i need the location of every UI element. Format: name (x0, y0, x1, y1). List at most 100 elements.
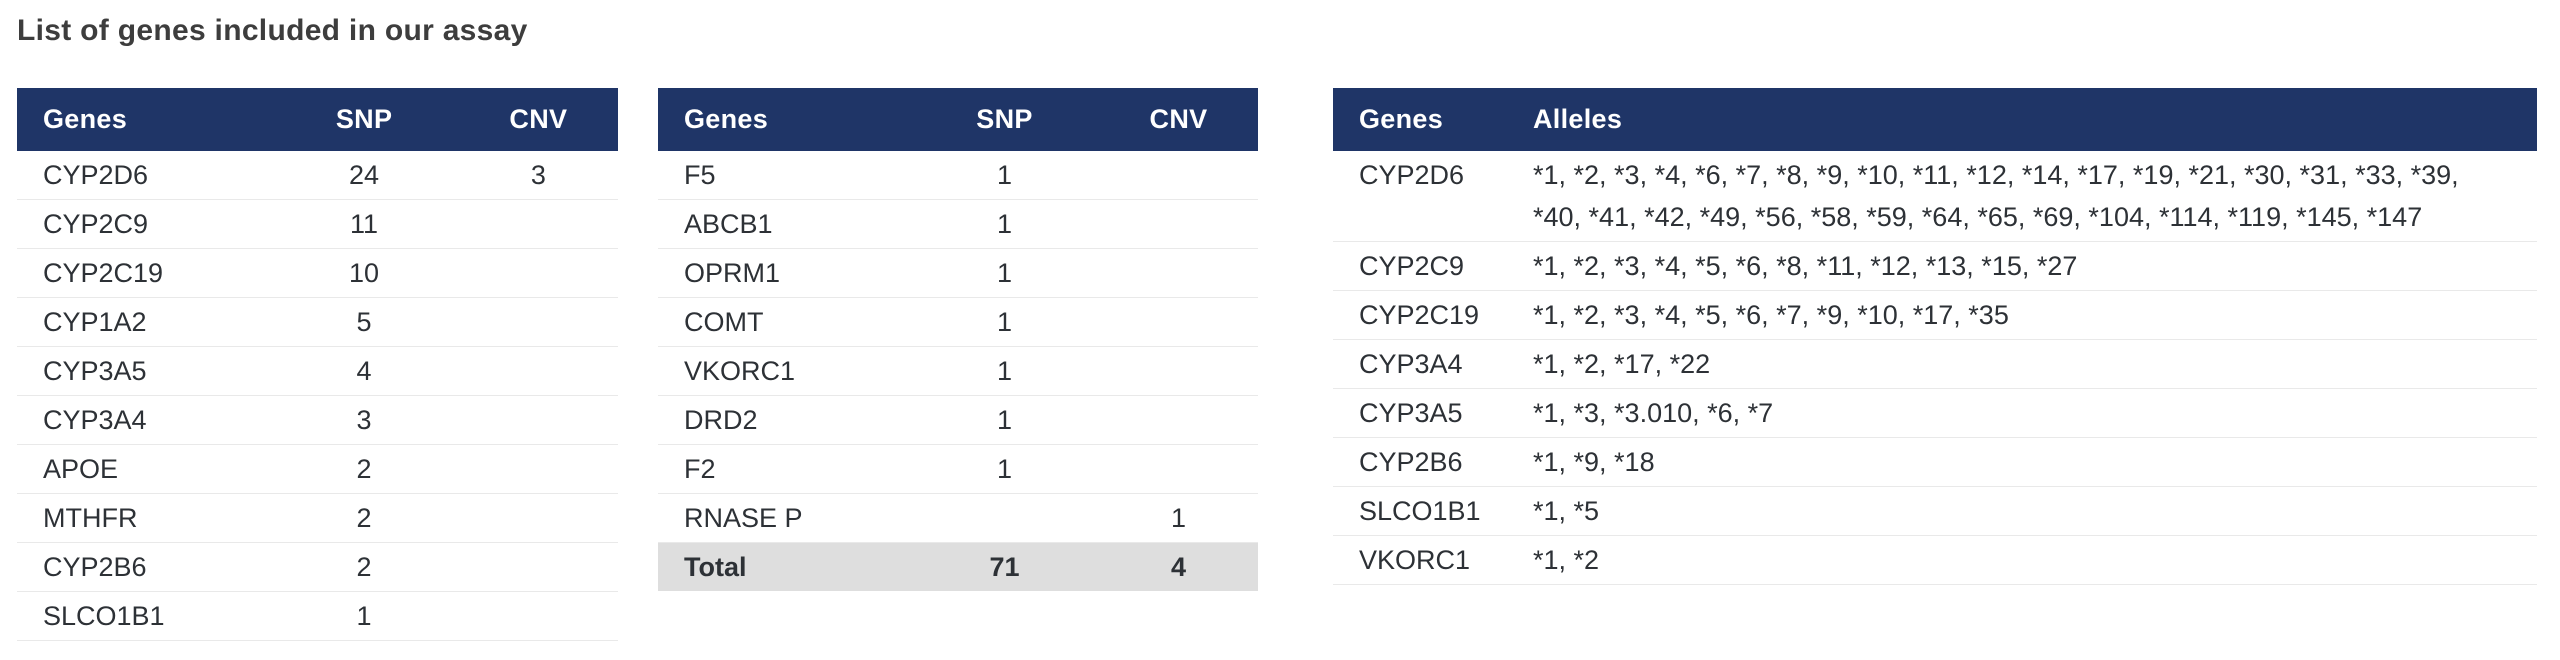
total-cnv-cell: 4 (1170, 552, 1187, 582)
alleles-table: Genes Alleles CYP2D6 *1, *2, *3, *4, *6,… (1333, 88, 2537, 585)
gene-cell: CYP3A4 (1359, 349, 1463, 379)
column-header-genes: Genes (684, 104, 769, 134)
gene-cell: CYP2C9 (43, 209, 149, 239)
alleles-cell: *1, *3, *3.010, *6, *7 (1533, 398, 1774, 428)
gene-cell: DRD2 (684, 405, 758, 435)
snp-cell: 24 (349, 160, 380, 190)
snp-cell: 1 (996, 258, 1013, 288)
gene-cell: CYP2C19 (43, 258, 164, 288)
cnv-cell (1099, 347, 1258, 395)
gene-cell: RNASE P (684, 503, 803, 533)
table-row: VKORC1 *1, *2 (1333, 536, 2537, 585)
table-row: F5 1 (658, 151, 1258, 200)
snp-cell (910, 494, 1099, 542)
table-row: APOE 2 (17, 445, 618, 494)
gene-cell: VKORC1 (684, 356, 796, 386)
table-row: CYP3A4 3 (17, 396, 618, 445)
snp-cell: 10 (349, 258, 380, 288)
snp-cell: 1 (356, 601, 372, 631)
cnv-cell (459, 494, 618, 542)
snp-cell: 1 (996, 454, 1013, 484)
table-header-row: Genes Alleles (1333, 88, 2537, 151)
cnv-cell (1099, 396, 1258, 444)
snp-cell: 1 (996, 160, 1013, 190)
gene-cell: COMT (684, 307, 764, 337)
alleles-cell: *1, *2, *3, *4, *6, *7, *8, *9, *10, *11… (1533, 160, 2459, 232)
gene-cell: F2 (684, 454, 716, 484)
gene-cell: ABCB1 (684, 209, 773, 239)
cnv-cell (459, 200, 618, 248)
column-header-cnv: CNV (1149, 104, 1208, 134)
snp-cell: 2 (356, 503, 372, 533)
cnv-cell (459, 543, 618, 591)
total-label-cell: Total (684, 552, 747, 582)
table-row: CYP3A4 *1, *2, *17, *22 (1333, 340, 2537, 389)
table-row: COMT 1 (658, 298, 1258, 347)
table-row: ABCB1 1 (658, 200, 1258, 249)
cnv-cell (459, 592, 618, 640)
table-row: CYP2D6 *1, *2, *3, *4, *6, *7, *8, *9, *… (1333, 151, 2537, 242)
table-header-row: Genes SNP CNV (658, 88, 1258, 151)
table-row: CYP2C9 11 (17, 200, 618, 249)
snp-cell: 2 (356, 454, 372, 484)
table-row: VKORC1 1 (658, 347, 1258, 396)
gene-cell: CYP3A5 (43, 356, 147, 386)
snp-cell: 1 (996, 307, 1013, 337)
gene-cell: CYP2D6 (1359, 160, 1465, 190)
cnv-cell (1099, 151, 1258, 199)
gene-cell: MTHFR (43, 503, 138, 533)
table-row: SLCO1B1 1 (17, 592, 618, 641)
table-row: CYP2D6 24 3 (17, 151, 618, 200)
alleles-cell: *1, *5 (1533, 496, 1600, 526)
gene-cell: VKORC1 (1359, 545, 1471, 575)
tables-container: Genes SNP CNV CYP2D6 24 3 CYP2C9 11 CYP2… (17, 88, 2537, 641)
gene-cell: CYP2C9 (1359, 251, 1465, 281)
column-header-alleles: Alleles (1533, 104, 1623, 134)
cnv-cell (459, 396, 618, 444)
gene-cell: SLCO1B1 (1359, 496, 1481, 526)
table-header-row: Genes SNP CNV (17, 88, 618, 151)
table-row: RNASE P 1 (658, 494, 1258, 543)
table-row: CYP2C19 *1, *2, *3, *4, *5, *6, *7, *9, … (1333, 291, 2537, 340)
table-row: F2 1 (658, 445, 1258, 494)
gene-cell: CYP2B6 (1359, 447, 1463, 477)
snp-cell: 2 (356, 552, 372, 582)
total-row: Total 71 4 (658, 543, 1258, 591)
gene-cell: CYP3A5 (1359, 398, 1463, 428)
snp-cell: 1 (996, 405, 1013, 435)
column-header-genes: Genes (1359, 104, 1444, 134)
snp-cell: 11 (350, 209, 379, 239)
cnv-cell (1099, 249, 1258, 297)
gene-cell: CYP3A4 (43, 405, 147, 435)
table-row: CYP2B6 *1, *9, *18 (1333, 438, 2537, 487)
snp-cnv-table-1: Genes SNP CNV CYP2D6 24 3 CYP2C9 11 CYP2… (17, 88, 618, 641)
table-row: CYP2C19 10 (17, 249, 618, 298)
column-header-snp: SNP (335, 104, 393, 134)
table-row: SLCO1B1 *1, *5 (1333, 487, 2537, 536)
gene-cell: OPRM1 (684, 258, 781, 288)
column-header-cnv: CNV (509, 104, 568, 134)
table-row: CYP2B6 2 (17, 543, 618, 592)
cnv-cell (1099, 200, 1258, 248)
alleles-cell: *1, *2, *3, *4, *5, *6, *7, *9, *10, *17… (1533, 300, 2009, 330)
gene-cell: APOE (43, 454, 119, 484)
alleles-cell: *1, *2, *3, *4, *5, *6, *8, *11, *12, *1… (1533, 251, 2078, 281)
gene-cell: CYP2B6 (43, 552, 147, 582)
total-snp-cell: 71 (989, 552, 1020, 582)
table-row: CYP2C9 *1, *2, *3, *4, *5, *6, *8, *11, … (1333, 242, 2537, 291)
table-row: DRD2 1 (658, 396, 1258, 445)
alleles-cell: *1, *2 (1533, 545, 1600, 575)
snp-cell: 3 (356, 405, 372, 435)
column-header-snp: SNP (976, 104, 1033, 134)
cnv-cell (459, 445, 618, 493)
cnv-cell (459, 298, 618, 346)
snp-cell: 4 (356, 356, 372, 386)
cnv-cell (1099, 445, 1258, 493)
cnv-cell: 1 (1170, 503, 1187, 533)
gene-cell: CYP2C19 (1359, 300, 1480, 330)
table-row: MTHFR 2 (17, 494, 618, 543)
snp-cell: 1 (996, 356, 1013, 386)
snp-cell: 5 (356, 307, 372, 337)
cnv-cell: 3 (530, 160, 546, 190)
alleles-cell: *1, *2, *17, *22 (1533, 349, 1711, 379)
